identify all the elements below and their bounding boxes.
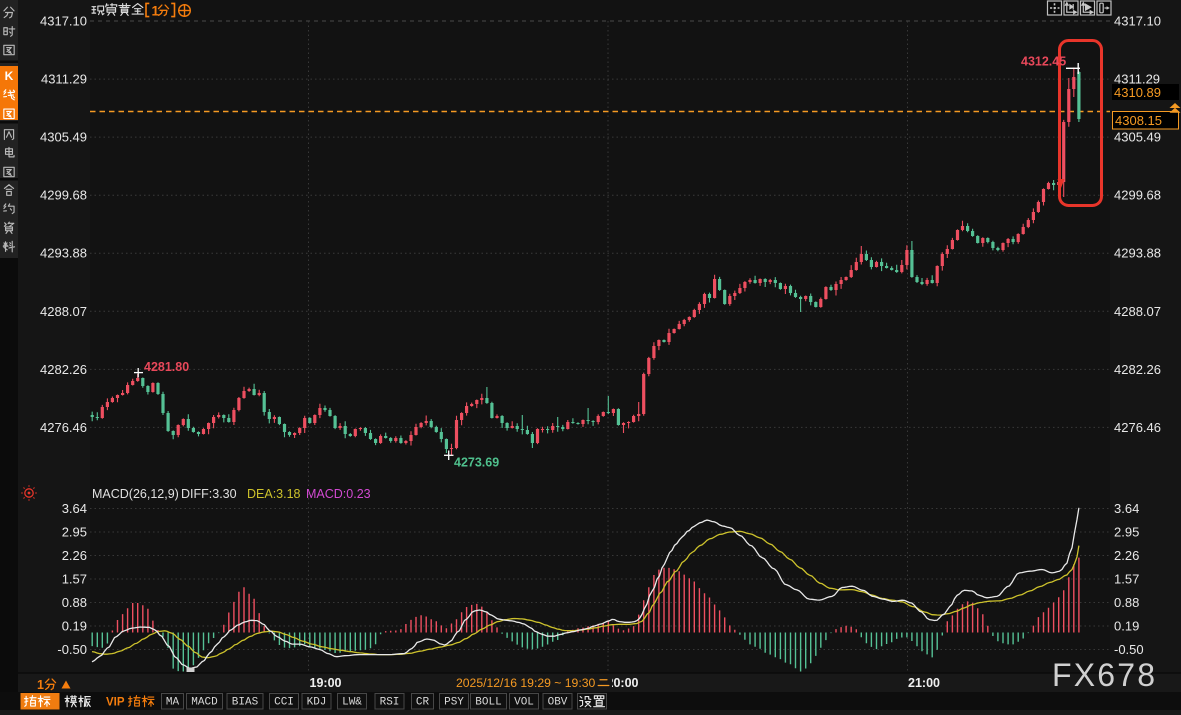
- svg-text:3.64: 3.64: [1114, 501, 1139, 516]
- svg-text:VOL: VOL: [514, 697, 534, 709]
- svg-text:0.88: 0.88: [1114, 595, 1139, 610]
- svg-text:1: 1: [152, 4, 160, 19]
- svg-text:4308.15: 4308.15: [1115, 113, 1162, 128]
- svg-text:VIP: VIP: [106, 697, 125, 709]
- svg-text:MACD(26,12,9): MACD(26,12,9): [92, 487, 179, 501]
- svg-text:-0.50: -0.50: [1114, 642, 1144, 657]
- svg-text:RSI: RSI: [380, 697, 400, 709]
- svg-text:4317.10: 4317.10: [1114, 14, 1161, 29]
- svg-text:2.95: 2.95: [62, 525, 87, 540]
- svg-text:4311.29: 4311.29: [41, 72, 87, 87]
- svg-text:4288.07: 4288.07: [40, 304, 87, 319]
- svg-text:FX678: FX678: [1052, 657, 1157, 693]
- svg-text:4305.49: 4305.49: [1114, 130, 1161, 145]
- svg-text:3.64: 3.64: [62, 501, 87, 516]
- svg-text:4276.46: 4276.46: [1114, 420, 1161, 435]
- svg-text:4288.07: 4288.07: [1114, 304, 1161, 319]
- svg-text:4273.69: 4273.69: [454, 456, 499, 470]
- svg-text:4293.88: 4293.88: [1114, 246, 1161, 261]
- svg-text:19:00: 19:00: [310, 676, 342, 690]
- svg-text:2.26: 2.26: [1114, 548, 1139, 563]
- svg-text:2.95: 2.95: [1114, 525, 1139, 540]
- svg-text:CR: CR: [416, 697, 430, 709]
- svg-text:DEA:3.18: DEA:3.18: [247, 487, 301, 501]
- svg-text:BIAS: BIAS: [232, 697, 259, 709]
- svg-text:21:00: 21:00: [908, 676, 940, 690]
- svg-text:0.19: 0.19: [1114, 619, 1139, 634]
- svg-text:0.88: 0.88: [62, 595, 87, 610]
- svg-text:-0.50: -0.50: [57, 642, 87, 657]
- svg-text:4299.68: 4299.68: [1114, 188, 1161, 203]
- svg-text:4282.26: 4282.26: [1114, 362, 1161, 377]
- svg-text:4305.49: 4305.49: [40, 130, 87, 145]
- svg-text:MACD:0.23: MACD:0.23: [306, 487, 371, 501]
- svg-text:4312.45: 4312.45: [1021, 55, 1066, 69]
- svg-text:LW&: LW&: [342, 697, 362, 709]
- svg-text:DIFF:3.30: DIFF:3.30: [181, 487, 237, 501]
- svg-text:PSY: PSY: [444, 697, 464, 709]
- svg-text:4317.10: 4317.10: [40, 14, 87, 29]
- svg-text:2025/12/16 19:29 ~ 19:30: 2025/12/16 19:29 ~ 19:30: [456, 676, 595, 690]
- svg-text:1: 1: [37, 678, 44, 692]
- svg-text:4276.46: 4276.46: [40, 420, 87, 435]
- svg-text:MA: MA: [166, 697, 180, 709]
- svg-text:4311.29: 4311.29: [1114, 72, 1160, 87]
- svg-text:2.26: 2.26: [62, 548, 87, 563]
- svg-text:BOLL: BOLL: [475, 697, 501, 709]
- svg-text:4310.89: 4310.89: [1114, 85, 1161, 100]
- svg-text:MACD: MACD: [191, 697, 218, 709]
- svg-text:4281.80: 4281.80: [144, 360, 189, 374]
- svg-text:KDJ: KDJ: [307, 697, 327, 709]
- svg-text:4282.26: 4282.26: [40, 362, 87, 377]
- svg-text:1.57: 1.57: [62, 572, 87, 587]
- svg-text:20:00: 20:00: [607, 676, 639, 690]
- svg-text:4299.68: 4299.68: [40, 188, 87, 203]
- svg-text:1.57: 1.57: [1114, 572, 1139, 587]
- svg-text:K: K: [5, 69, 14, 83]
- svg-text:0.19: 0.19: [62, 619, 87, 634]
- svg-text:CCI: CCI: [274, 697, 294, 709]
- svg-text:OBV: OBV: [548, 697, 568, 709]
- svg-text:4293.88: 4293.88: [40, 246, 87, 261]
